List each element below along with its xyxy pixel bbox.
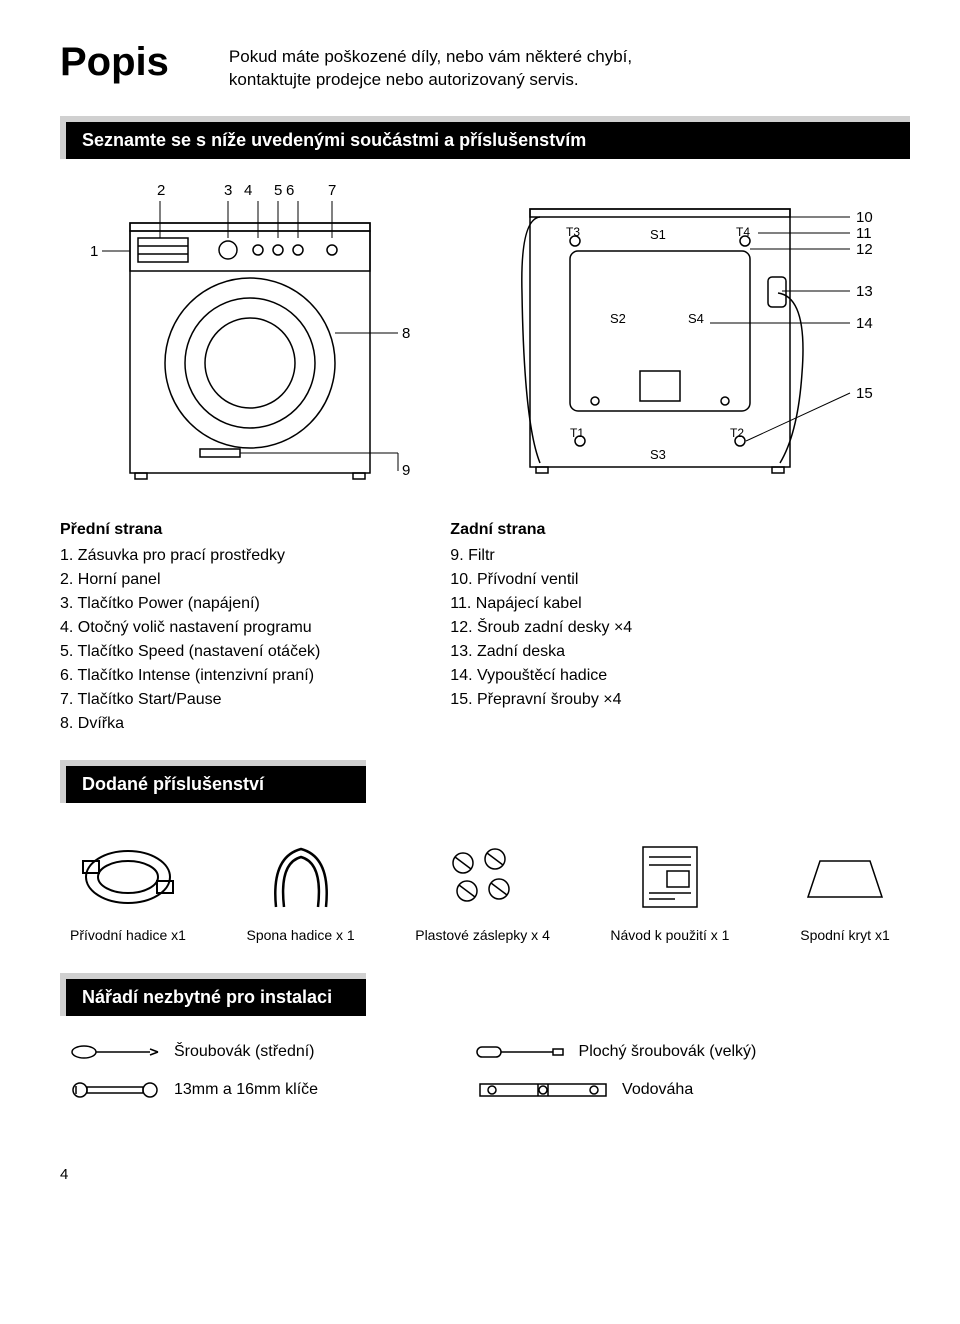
- callout-10: 10: [856, 209, 873, 226]
- accessory-item: Návod k použití x 1: [610, 837, 729, 943]
- level-icon: [478, 1078, 608, 1102]
- callout-4: 4: [244, 182, 252, 199]
- tool-item: Plochý šroubovák (velký): [475, 1040, 757, 1064]
- list-item: 4. Otočný volič nastavení programu: [60, 616, 320, 640]
- callout-11: 11: [856, 225, 872, 242]
- callout-5: 5: [274, 182, 282, 199]
- accessory-label: Spodní kryt x1: [800, 927, 890, 943]
- list-item: 15. Přepravní šrouby ×4: [450, 688, 632, 712]
- parts-section-heading: Seznamte se s níže uvedenými součástmi a…: [66, 122, 910, 159]
- label-s3: S3: [650, 447, 666, 462]
- label-t4: T4: [736, 225, 750, 239]
- page-title: Popis: [60, 40, 169, 85]
- callout-7: 7: [328, 182, 336, 199]
- list-item: 6. Tlačítko Intense (intenzivní praní): [60, 664, 320, 688]
- label-s4: S4: [688, 311, 704, 326]
- list-item: 8. Dvířka: [60, 712, 320, 736]
- accessory-item: Plastové záslepky x 4: [415, 837, 550, 943]
- label-s1: S1: [650, 227, 666, 242]
- accessory-label: Spona hadice x 1: [247, 927, 355, 943]
- accessory-item: Přívodní hadice x1: [70, 837, 186, 943]
- callout-2: 2: [157, 182, 165, 199]
- back-list: Zadní strana 9. Filtr 10. Přívodní venti…: [450, 518, 632, 736]
- washer-back-svg: T3 T4 S1 S2 S4 T1 T2 S3 10 11 12 13 14 1…: [490, 173, 910, 493]
- list-item: 7. Tlačítko Start/Pause: [60, 688, 320, 712]
- tool-label: Vodováha: [622, 1081, 693, 1099]
- tool-label: Plochý šroubovák (velký): [579, 1043, 757, 1061]
- front-list-title: Přední strana: [60, 518, 320, 542]
- tool-item: Vodováha: [478, 1078, 693, 1102]
- label-t3: T3: [566, 225, 580, 239]
- tools-heading: Nářadí nezbytné pro instalaci: [66, 979, 366, 1016]
- hose-icon: [73, 837, 183, 917]
- manual-icon: [625, 837, 715, 917]
- list-item: 13. Zadní deska: [450, 640, 632, 664]
- front-diagram: 2 3 4 5 6 7 1 8 9: [60, 173, 440, 498]
- tool-item: Šroubovák (střední): [70, 1040, 315, 1064]
- flat-screwdriver-icon: [475, 1040, 565, 1064]
- callout-9: 9: [402, 462, 410, 479]
- callout-8: 8: [402, 325, 410, 342]
- accessory-item: Spodní kryt x1: [790, 837, 900, 943]
- screwdriver-icon: [70, 1040, 160, 1064]
- plugs-icon: [433, 837, 533, 917]
- list-item: 12. Šroub zadní desky ×4: [450, 616, 632, 640]
- callout-12: 12: [856, 241, 873, 258]
- list-item: 10. Přívodní ventil: [450, 568, 632, 592]
- front-list: Přední strana 1. Zásuvka pro prací prost…: [60, 518, 320, 736]
- tool-label: 13mm a 16mm klíče: [174, 1081, 318, 1099]
- page-number: 4: [60, 1166, 910, 1183]
- label-t1: T1: [570, 426, 584, 440]
- list-item: 1. Zásuvka pro prací prostředky: [60, 544, 320, 568]
- clip-icon: [251, 837, 351, 917]
- tool-label: Šroubovák (střední): [174, 1043, 315, 1061]
- list-item: 11. Napájecí kabel: [450, 592, 632, 616]
- callout-3: 3: [224, 182, 232, 199]
- subtitle-line1: Pokud máte poškozené díly, nebo vám někt…: [229, 47, 632, 66]
- washer-front-svg: 2 3 4 5 6 7 1 8 9: [60, 173, 440, 493]
- accessories-heading: Dodané příslušenství: [66, 766, 366, 803]
- back-list-title: Zadní strana: [450, 518, 632, 542]
- list-item: 14. Vypouštěcí hadice: [450, 664, 632, 688]
- page-subtitle: Pokud máte poškozené díly, nebo vám někt…: [229, 40, 632, 92]
- wrench-icon: [70, 1078, 160, 1102]
- accessory-label: Návod k použití x 1: [610, 927, 729, 943]
- callout-15: 15: [856, 385, 873, 402]
- label-t2: T2: [730, 426, 744, 440]
- tool-item: 13mm a 16mm klíče: [70, 1078, 318, 1102]
- label-s2: S2: [610, 311, 626, 326]
- list-item: 2. Horní panel: [60, 568, 320, 592]
- list-item: 9. Filtr: [450, 544, 632, 568]
- callout-1: 1: [90, 243, 98, 260]
- subtitle-line2: kontaktujte prodejce nebo autorizovaný s…: [229, 70, 579, 89]
- callout-13: 13: [856, 283, 873, 300]
- callout-6: 6: [286, 182, 294, 199]
- callout-14: 14: [856, 315, 873, 332]
- back-diagram: T3 T4 S1 S2 S4 T1 T2 S3 10 11 12 13 14 1…: [490, 173, 910, 498]
- accessory-label: Plastové záslepky x 4: [415, 927, 550, 943]
- list-item: 3. Tlačítko Power (napájení): [60, 592, 320, 616]
- accessory-item: Spona hadice x 1: [247, 837, 355, 943]
- cover-icon: [790, 837, 900, 917]
- list-item: 5. Tlačítko Speed (nastavení otáček): [60, 640, 320, 664]
- accessory-label: Přívodní hadice x1: [70, 927, 186, 943]
